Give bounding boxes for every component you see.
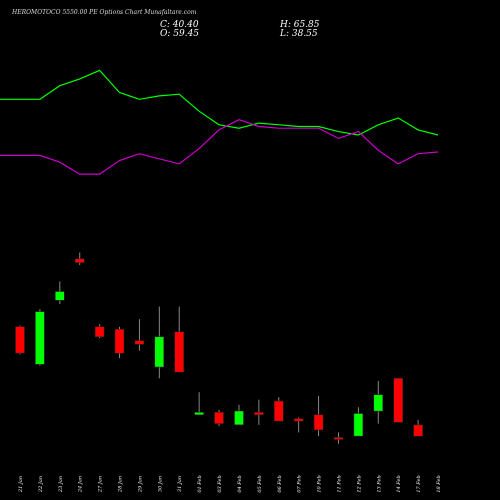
candle-body [353, 413, 364, 437]
x-tick-label: 11 Feb [336, 475, 342, 492]
x-tick-label: 18 Feb [436, 475, 442, 492]
x-tick-label: 13 Feb [376, 475, 382, 492]
candle-body [313, 414, 324, 431]
indicator-line-2 [0, 119, 439, 175]
low-value: L: 38.55 [280, 29, 318, 39]
candle-body [333, 437, 344, 440]
x-tick-label: 03 Feb [217, 475, 223, 492]
candle-body [94, 326, 105, 338]
open-value: O: 59.45 [160, 29, 200, 39]
x-tick-label: 05 Feb [257, 475, 263, 492]
x-tick-label: 27 Jan [98, 476, 104, 493]
candle-body [393, 378, 403, 423]
x-tick-label: 24 Jan [78, 476, 84, 493]
candle-bodies [15, 258, 423, 440]
indicator-line-1 [0, 69, 439, 136]
candle-body [55, 291, 65, 301]
candle-body [194, 412, 204, 416]
candle-body [373, 394, 384, 412]
x-tick-label: 07 Feb [297, 475, 303, 492]
candle-body [74, 258, 85, 263]
x-tick-label: 10 Feb [317, 475, 323, 492]
x-tick-label: 14 Feb [396, 475, 402, 492]
x-tick-label: 28 Jan [118, 476, 124, 493]
x-tick-label: 23 Jan [58, 476, 64, 493]
x-tick-label: 29 Jan [137, 476, 143, 493]
candle-body [234, 410, 244, 426]
close-value: C: 40.40 [160, 20, 199, 30]
x-tick-label: 04 Feb [237, 475, 243, 492]
candle-body [254, 412, 264, 416]
candle-body [293, 418, 304, 422]
x-tick-label: 17 Feb [416, 475, 422, 492]
high-value: H: 65.85 [280, 20, 320, 30]
chart-title: HEROMOTOCO 5550.00 PE Options Chart Muna… [12, 9, 197, 16]
x-tick-label: 22 Jan [38, 476, 44, 493]
indicator-lines [0, 69, 439, 175]
x-tick-label: 12 Feb [356, 475, 362, 492]
candle-body [114, 329, 125, 354]
candle-body [134, 340, 145, 345]
x-tick-label: 06 Feb [277, 475, 283, 492]
candle-body [15, 326, 25, 354]
x-tick-label: 31 Jan [177, 476, 183, 492]
candle-body [35, 311, 45, 365]
candle-body [154, 336, 165, 368]
x-axis-labels: 21 Jan 22 Jan 23 Jan 24 Jan 27 Jan 28 Jan 29 J… [18, 475, 442, 493]
x-tick-label: 01 Feb [197, 475, 203, 492]
candle-body [413, 424, 423, 437]
candle-body [274, 400, 284, 422]
candle-body [214, 412, 224, 424]
x-tick-label: 21 Jan [18, 476, 24, 493]
x-tick-label: 30 Jan [157, 476, 163, 492]
candle-body [174, 331, 184, 373]
